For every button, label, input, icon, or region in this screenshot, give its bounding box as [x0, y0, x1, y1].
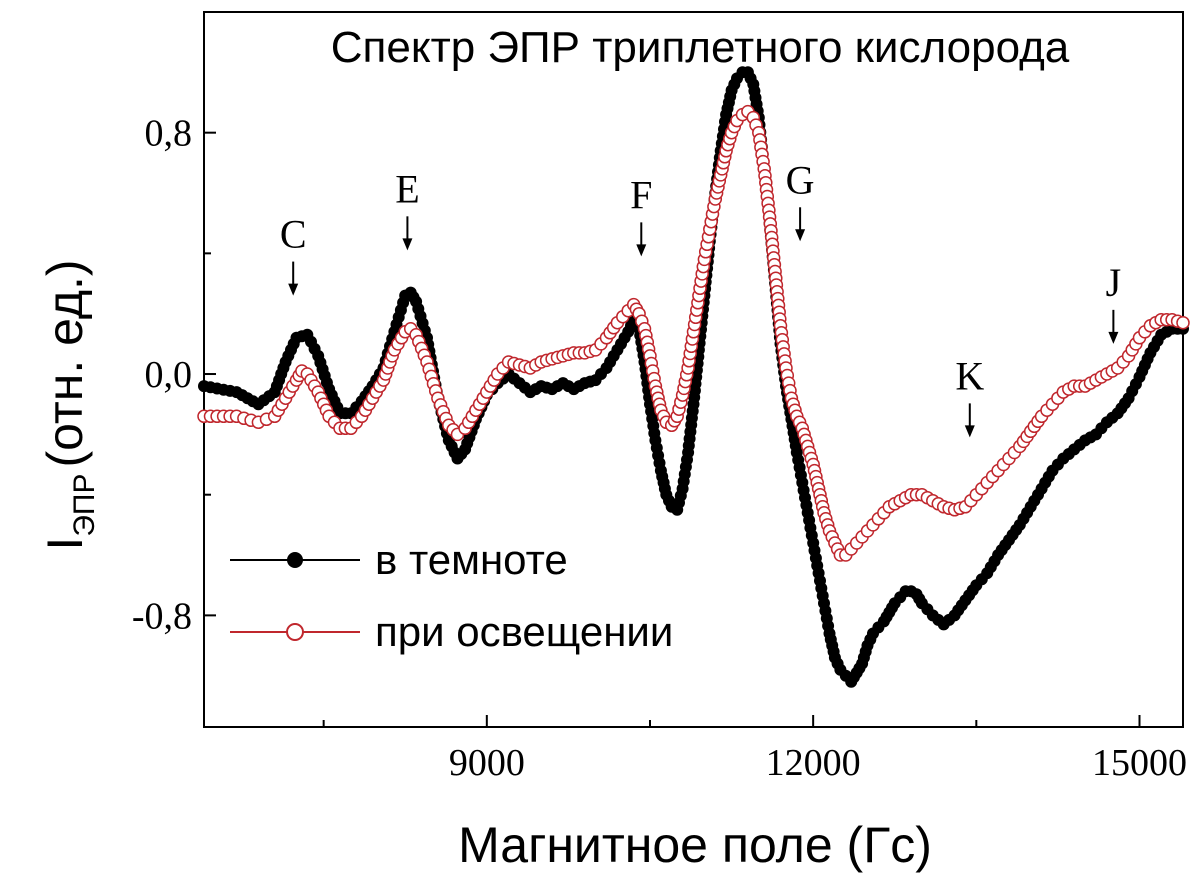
annotation-label: G [786, 157, 815, 202]
x-tick-label: 15000 [1092, 742, 1187, 784]
x-tick-label: 9000 [449, 742, 525, 784]
annotation-arrow-head [795, 229, 806, 242]
annotation-arrow-head [964, 425, 975, 438]
y-tick-label: -0,8 [132, 595, 192, 637]
chart-title: Спектр ЭПР триплетного кислорода [331, 23, 1070, 72]
annotation-label: J [1106, 260, 1122, 305]
annotation-K: K [955, 353, 984, 438]
data-point [1176, 315, 1190, 330]
annotation-label: C [280, 212, 307, 257]
annotation-arrow-head [402, 238, 413, 251]
annotation-label: K [955, 353, 984, 398]
annotation-F: F [630, 172, 652, 257]
x-tick-label: 12000 [766, 742, 861, 784]
annotation-label: E [395, 166, 419, 211]
legend: в темноте при освещении [230, 536, 673, 655]
plot-border [203, 11, 1184, 728]
legend-label: при освещении [375, 608, 673, 655]
annotation-E: E [395, 166, 420, 251]
svg-text:IЭПР(отн. ед.): IЭПР (отн. ед.) [37, 259, 101, 550]
annotations-layer: C E F G K J [280, 157, 1122, 438]
ticks-layer: 9000 12000 15000 0,8 0,0 -0,8 [132, 113, 1187, 784]
y-axis-label: IЭПР (отн. ед.) [37, 259, 101, 550]
annotation-arrow-head [1108, 331, 1119, 344]
series-layer [197, 66, 1190, 688]
legend-label: в темноте [375, 536, 568, 583]
plot-area [203, 11, 1184, 728]
y-tick-label: 0,0 [145, 354, 193, 396]
legend-entry-2: при освещении [230, 608, 673, 655]
annotation-J: J [1106, 260, 1122, 344]
legend-entry-1: в темноте [230, 536, 568, 583]
annotation-arrow-head [636, 244, 647, 257]
annotation-label: F [630, 172, 652, 217]
y-axis-label-main: I [37, 537, 93, 551]
x-axis-label: Магнитное поле (Гс) [458, 817, 932, 873]
legend-marker [286, 623, 304, 641]
annotation-arrow-head [288, 283, 299, 296]
annotation-G: G [786, 157, 815, 242]
series-2 [197, 104, 1190, 562]
y-axis-label-subscript: ЭПР [68, 474, 101, 537]
y-tick-label: 0,8 [145, 113, 193, 155]
legend-marker [287, 552, 303, 568]
series-1 [198, 66, 1189, 688]
y-axis-label-units: (отн. ед.) [37, 259, 93, 467]
annotation-C: C [280, 212, 307, 296]
